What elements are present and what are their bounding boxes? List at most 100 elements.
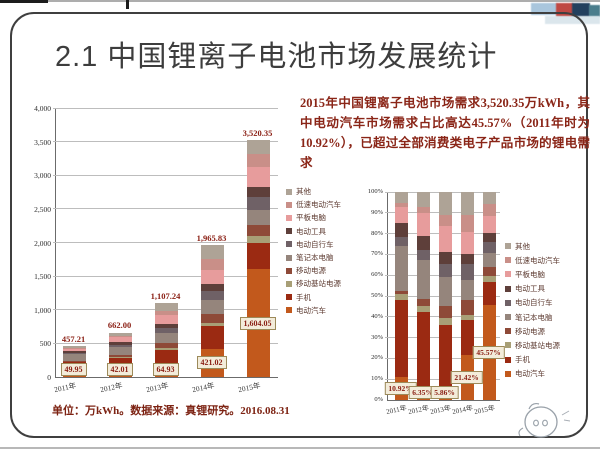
legend-item-电动自行车: 电动自行车 [286, 238, 341, 251]
legend-chip [286, 214, 292, 221]
bar-segment-电动自行车 [63, 352, 86, 355]
legend-chip [505, 257, 511, 264]
bar-segment-电动自行车 [439, 264, 452, 277]
ev-value-box: 6.35% [408, 386, 437, 399]
y-axis-tick-label: 90% [371, 208, 383, 216]
y-axis-tick-label: 40% [371, 312, 383, 320]
pig-doodle-watermark [518, 402, 571, 438]
bar-total-label: 1,965.83 [196, 232, 227, 243]
bar-segment-电动工具 [63, 350, 86, 353]
y-axis-tick-label: 100% [367, 188, 383, 195]
legend-chip [286, 307, 292, 314]
top-edge-tick [126, 0, 129, 9]
bar-segment-电动自行车 [461, 263, 474, 280]
bar-total-label: 662.00 [107, 320, 132, 331]
legend-label: 电动工具 [515, 284, 545, 294]
bar-segment-笔记本电脑 [109, 347, 132, 356]
stacked-bar [439, 192, 452, 400]
legend-item-平板电脑: 平板电脑 [286, 211, 341, 224]
bar-segment-移动电源 [483, 266, 496, 277]
bar-segment-其他 [395, 192, 408, 203]
y-axis-tick-label: 30% [371, 333, 383, 341]
bar-segment-手机 [247, 243, 270, 270]
page-title: 2.1 中国锂离子电池市场发展统计 [55, 41, 498, 73]
legend-chip [286, 241, 292, 248]
ev-value-box: 49.95 [60, 363, 87, 376]
legend-item-电动汽车: 电动汽车 [286, 304, 341, 317]
y-axis-tick-label: 2,500 [34, 204, 51, 214]
legend-label: 移动电源 [296, 266, 326, 276]
y-axis-tick-label: 3,500 [34, 137, 51, 147]
bar-segment-其他 [439, 192, 452, 216]
legend-label: 平板电脑 [296, 213, 326, 223]
gridline [53, 242, 278, 243]
bar-segment-笔记本电脑 [461, 279, 474, 301]
bar-segment-平板电脑 [155, 314, 178, 324]
top-edge-line [0, 0, 600, 2]
bar-segment-移动基站电源 [417, 305, 430, 312]
bar-segment-移动基站电源 [63, 361, 86, 363]
bar-segment-平板电脑 [461, 231, 474, 254]
legend-label: 手机 [296, 292, 311, 302]
bar-segment-移动电源 [247, 225, 270, 236]
legend-item-低速电动汽车: 低速电动汽车 [286, 198, 341, 211]
bar-segment-笔记本电脑 [439, 276, 452, 306]
bar-segment-移动基站电源 [109, 356, 132, 359]
legend-item-电动工具: 电动工具 [286, 225, 341, 238]
summary-paragraph: 2015年中国锂离子电池市场需求3,520.35万kWh，其中电动汽车市场需求占… [300, 96, 590, 170]
bar-segment-移动基站电源 [461, 314, 474, 321]
bar-segment-笔记本电脑 [483, 253, 496, 267]
legend-chip [505, 285, 511, 292]
bar-segment-移动电源 [109, 355, 132, 357]
ev-value-box: 21.42% [450, 371, 483, 385]
legend-item-电动自行车: 电动自行车 [505, 296, 560, 310]
slide-border [10, 12, 588, 438]
bar-segment-其他 [461, 192, 474, 216]
bar-segment-移动基站电源 [483, 276, 496, 283]
bar-segment-移动电源 [439, 305, 452, 319]
y-axis-tick-label: 60% [371, 271, 383, 279]
legend-chip [505, 328, 511, 335]
y-axis-tick-label: 500 [39, 339, 51, 349]
legend-chip [286, 228, 292, 235]
bar-segment-移动基站电源 [439, 318, 452, 326]
bar-segment-低速电动汽车 [483, 204, 496, 216]
bar-segment-移动电源 [155, 343, 178, 348]
bar-segment-手机 [483, 282, 496, 306]
right-chart-plot-area [385, 191, 500, 401]
bar-segment-笔记本电脑 [395, 246, 408, 291]
bar-segment-平板电脑 [247, 167, 270, 188]
bar-segment-平板电脑 [417, 213, 430, 236]
chart-left-legend: 其他 低速电动汽车 平板电脑 电动工具 电动自行车 笔记本电脑 移动电源 移动基站电源 手机 电动… [286, 185, 341, 317]
bar-total-label: 3,520.35 [242, 128, 273, 139]
legend-label: 电动汽车 [296, 305, 326, 315]
bar-segment-移动电源 [201, 313, 224, 323]
legend-label: 手机 [515, 355, 530, 365]
gridline [385, 191, 500, 193]
legend-item-低速电动汽车: 低速电动汽车 [505, 253, 560, 267]
ev-value-box: 64.93 [152, 363, 179, 376]
legend-chip [286, 201, 292, 208]
legend-label: 其他 [296, 187, 311, 197]
legend-label: 移动基站电源 [515, 340, 560, 350]
ev-value-box: 42.01 [106, 363, 133, 376]
legend-item-其他: 其他 [286, 185, 341, 198]
legend-chip [286, 267, 292, 274]
legend-item-移动电源: 移动电源 [505, 324, 560, 338]
bar-segment-电动工具 [483, 233, 496, 242]
bar-segment-其他 [417, 192, 430, 207]
bar-segment-其他 [155, 302, 178, 311]
bar-segment-笔记本电脑 [247, 209, 270, 226]
ev-value-box: 5.86% [430, 386, 459, 399]
bar-segment-电动自行车 [483, 241, 496, 254]
bar-segment-电动工具 [201, 283, 224, 291]
bar-segment-电动工具 [417, 236, 430, 250]
bar-segment-笔记本电脑 [417, 259, 430, 300]
bar-segment-其他 [247, 140, 270, 155]
legend-chip [505, 356, 511, 363]
bar-segment-平板电脑 [109, 337, 132, 342]
gridline [53, 174, 278, 176]
bar-segment-平板电脑 [201, 270, 224, 284]
bar-segment-低速电动汽车 [439, 215, 452, 226]
